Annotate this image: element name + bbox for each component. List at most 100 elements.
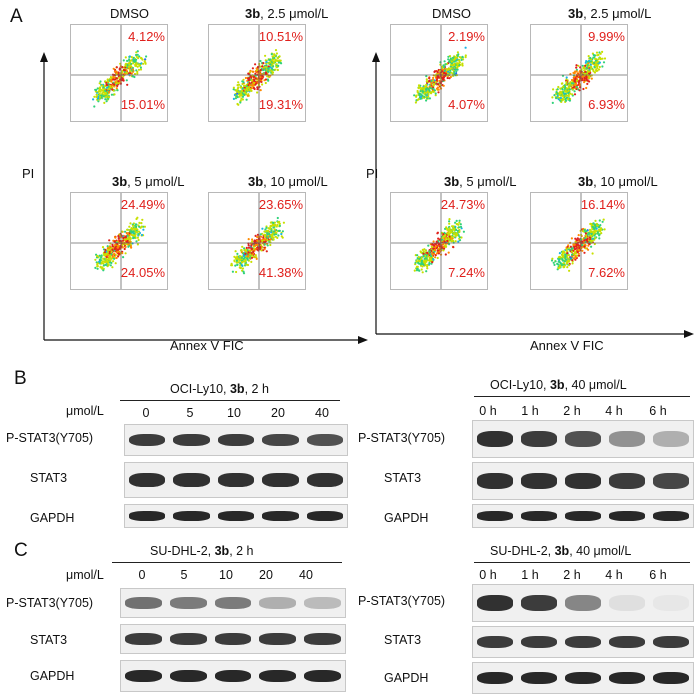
event-dot (113, 247, 116, 251)
event-dot (261, 239, 264, 242)
event-dot (426, 251, 429, 254)
event-dot (256, 86, 259, 89)
event-dot (140, 225, 143, 228)
event-dot (270, 235, 273, 238)
event-dot (243, 249, 246, 252)
row-label: STAT3 (384, 633, 422, 647)
event-dot (114, 236, 117, 239)
event-dot (582, 66, 585, 69)
event-dot (102, 262, 105, 265)
event-dot (420, 268, 423, 271)
event-dot (421, 90, 425, 93)
event-dot (592, 222, 595, 225)
event-dot (104, 80, 107, 83)
event-dot (124, 56, 127, 59)
event-dot (431, 243, 434, 246)
event-dot (255, 256, 258, 259)
event-dot (260, 235, 263, 238)
blot-band (608, 431, 646, 447)
event-dot (230, 264, 234, 267)
blot-band (476, 511, 514, 521)
event-dot (135, 225, 138, 228)
event-dot (570, 250, 574, 253)
event-dot (591, 227, 594, 231)
event-dot (556, 262, 559, 265)
event-dot (552, 261, 555, 264)
event-dot (427, 255, 430, 258)
event-dot (242, 78, 245, 81)
blot-band (476, 595, 514, 611)
event-dot (574, 70, 577, 73)
row-label: STAT3 (30, 471, 68, 485)
event-dot (136, 50, 139, 53)
event-dot (274, 235, 277, 238)
blot-band (173, 472, 210, 488)
event-dot (432, 247, 435, 250)
event-dot (589, 239, 592, 242)
event-dot (97, 97, 100, 100)
event-dot (102, 95, 105, 98)
event-dot (436, 249, 439, 252)
event-dot (550, 259, 554, 262)
event-dot (104, 248, 107, 252)
event-dot (134, 63, 137, 66)
event-dot (565, 87, 568, 90)
event-dot (106, 260, 109, 263)
unit-label: μmol/L (66, 568, 104, 582)
event-dot (566, 259, 569, 262)
event-dot (432, 87, 435, 91)
blot-band (608, 635, 646, 649)
event-dot (110, 253, 113, 256)
event-dot (252, 70, 255, 73)
event-dot (449, 75, 452, 79)
event-dot (131, 75, 134, 78)
event-dot (256, 88, 259, 91)
blot-band (520, 671, 558, 685)
event-dot (430, 82, 433, 86)
event-dot (144, 58, 147, 61)
event-dot (107, 248, 110, 252)
event-dot (568, 248, 571, 251)
event-dot (260, 244, 263, 247)
event-dot (236, 84, 239, 87)
blot-band (520, 511, 558, 521)
event-dot (143, 225, 146, 228)
lane-label: 40 (315, 406, 329, 420)
event-dot (237, 86, 240, 89)
event-dot (451, 72, 454, 75)
event-dot (569, 83, 572, 86)
event-dot (574, 255, 577, 259)
event-dot (115, 77, 118, 80)
event-dot (138, 225, 141, 228)
event-dot (587, 65, 590, 68)
event-dot (437, 243, 440, 246)
event-dot (264, 78, 268, 81)
blot-band (169, 669, 207, 683)
event-dot (109, 76, 112, 79)
event-dot (112, 67, 115, 70)
event-dot (576, 243, 579, 246)
event-dot (417, 86, 420, 89)
event-dot (581, 249, 584, 252)
lane-label: 0 h (479, 404, 497, 418)
event-dot (415, 260, 418, 263)
event-dot (564, 99, 568, 102)
event-dot (428, 77, 431, 80)
blot-band (564, 431, 602, 447)
event-dot (118, 252, 121, 256)
event-dot (112, 89, 115, 92)
flow-cytometry-plot-dmso-right: 2.19% 4.07% (390, 24, 488, 122)
event-dot (462, 230, 465, 233)
event-dot (240, 261, 243, 264)
event-dot (442, 245, 445, 248)
blot-band (173, 511, 210, 521)
event-dot (418, 92, 421, 95)
lower-right-percent: 4.07% (448, 97, 485, 112)
event-dot (588, 75, 591, 78)
density-scatter (391, 25, 487, 121)
event-dot (259, 59, 262, 63)
event-dot (125, 79, 128, 82)
event-dot (594, 236, 597, 240)
event-dot (446, 239, 449, 243)
event-dot (567, 94, 570, 97)
